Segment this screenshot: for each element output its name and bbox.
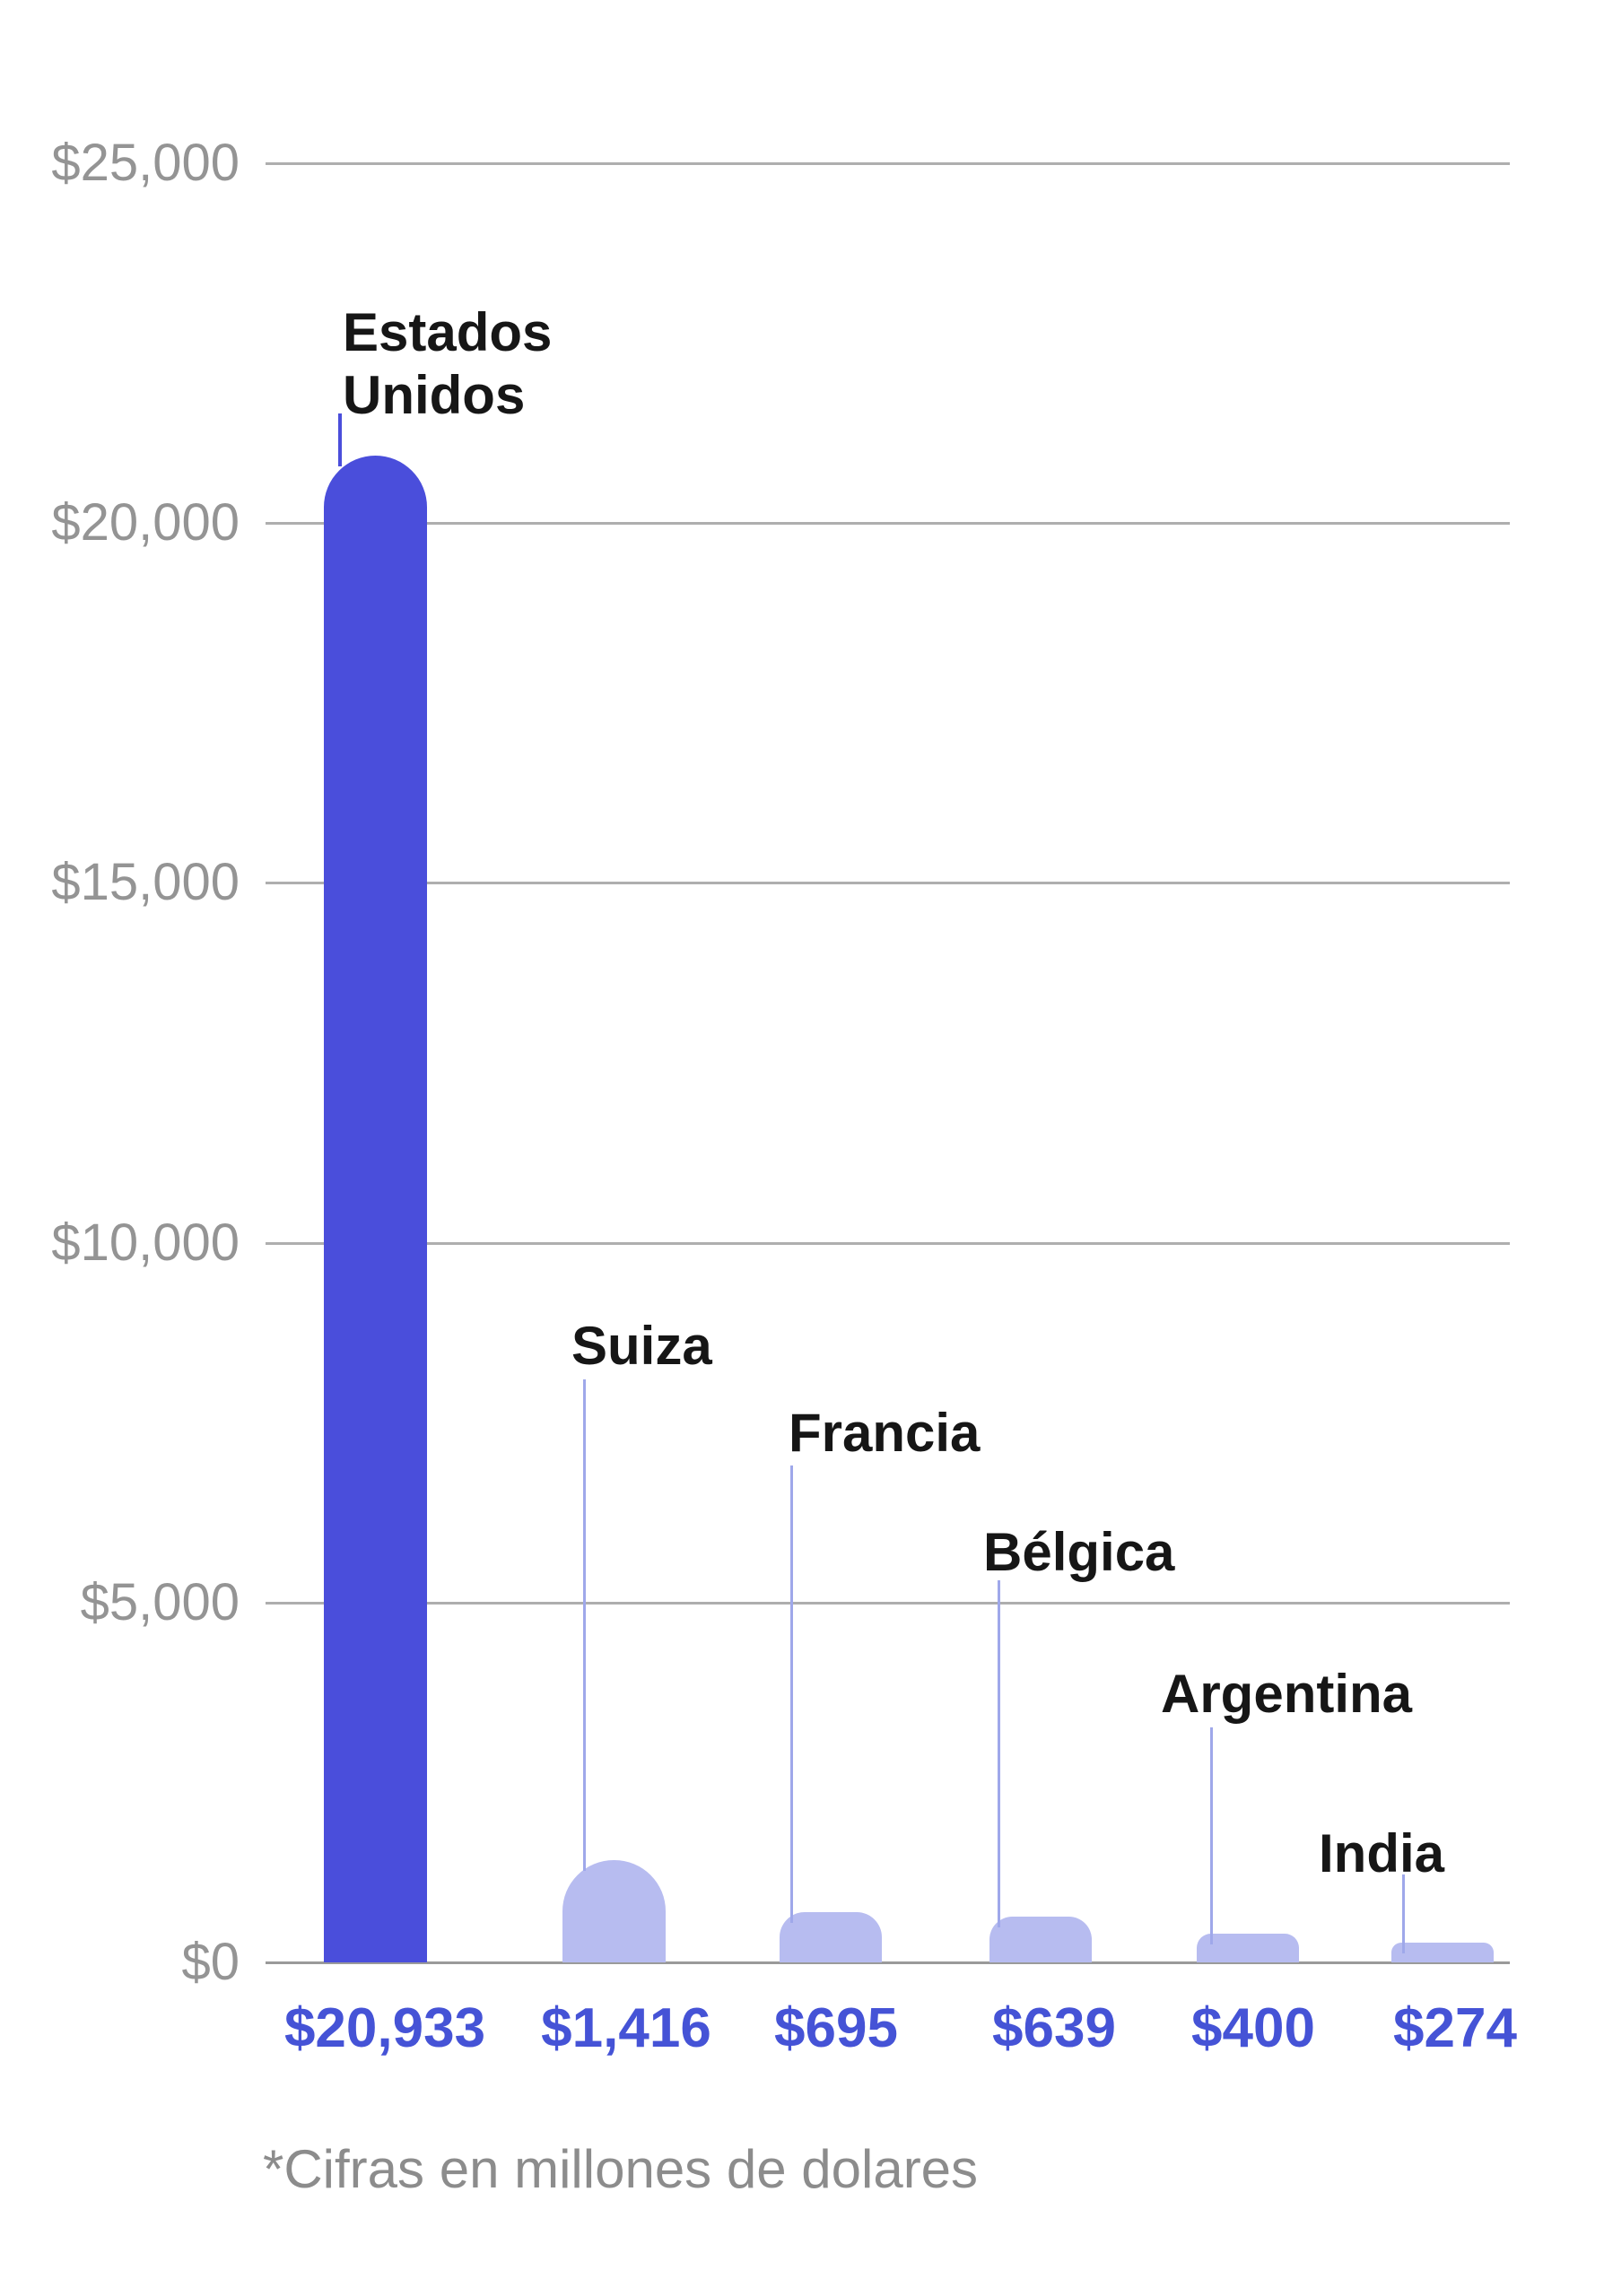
bar-estados-unidos (324, 456, 427, 1962)
bar-belgica (989, 1917, 1092, 1962)
gridline-0 (266, 1961, 1510, 1964)
bar-suiza (562, 1860, 666, 1962)
gridline-5000 (266, 1601, 1510, 1605)
bar-argentina (1197, 1934, 1299, 1962)
value-label-francia: $695 (774, 1997, 898, 2059)
leader-line-francia (789, 1465, 793, 1923)
leader-line-estados-unidos (338, 413, 342, 466)
value-label-argentina: $400 (1191, 1997, 1315, 2059)
y-tick-label-20000: $20,000 (51, 493, 240, 552)
leader-line-belgica (997, 1580, 1000, 1927)
y-tick-label-5000: $5,000 (80, 1572, 240, 1631)
gridline-25000 (266, 162, 1510, 165)
y-tick-label-0: $0 (181, 1933, 240, 1991)
bar-francia (780, 1912, 882, 1962)
value-label-estados-unidos: $20,933 (283, 1997, 486, 2059)
gridline-10000 (266, 1241, 1510, 1245)
category-label-belgica: Bélgica (983, 1522, 1175, 1582)
y-tick-label-10000: $10,000 (51, 1213, 240, 1272)
leader-line-india (1401, 1874, 1405, 1953)
leader-line-suiza (582, 1379, 586, 1871)
gridline-15000 (266, 882, 1510, 885)
value-label-india: $274 (1393, 1997, 1517, 2059)
category-label-india: India (1319, 1823, 1445, 1883)
value-label-suiza: $1,416 (541, 1997, 711, 2059)
value-label-belgica: $639 (992, 1997, 1116, 2059)
leader-line-argentina (1209, 1727, 1213, 1944)
category-label-estados-unidos: Estados Unidos (343, 302, 553, 425)
footnote: *Cifras en millones de dolares (263, 2139, 979, 2199)
bar-india (1391, 1943, 1494, 1962)
category-label-suiza: Suiza (571, 1316, 712, 1376)
y-tick-label-25000: $25,000 (51, 134, 240, 192)
category-label-francia: Francia (789, 1403, 981, 1463)
category-label-argentina: Argentina (1161, 1664, 1413, 1724)
y-tick-label-15000: $15,000 (51, 853, 240, 912)
gridline-20000 (266, 522, 1510, 526)
